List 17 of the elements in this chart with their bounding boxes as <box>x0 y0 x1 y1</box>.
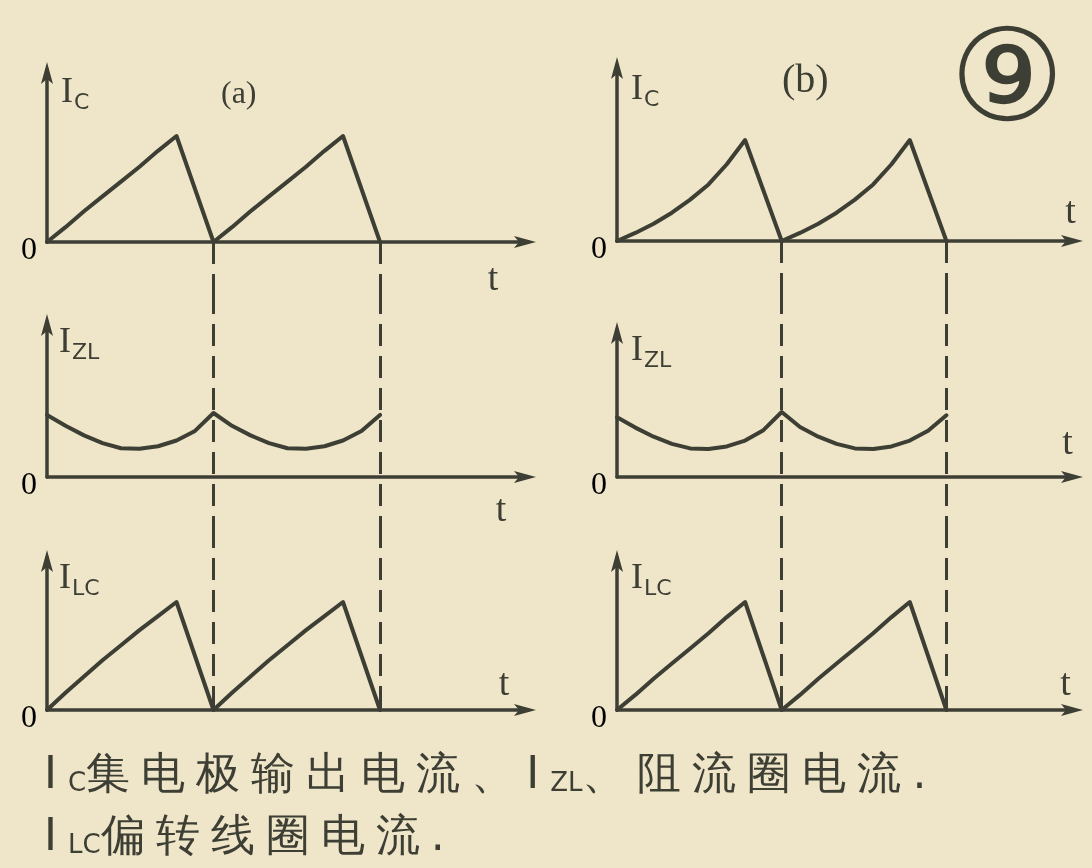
x-axis-title: t <box>495 487 507 529</box>
chart-title: (a) <box>221 74 257 110</box>
text: 0 <box>21 230 37 266</box>
text: 0 <box>21 698 37 734</box>
annotation: ⑨ <box>949 0 1065 150</box>
x-axis-title: t <box>1065 189 1077 231</box>
text: 0 <box>591 465 607 501</box>
chart-title: (b) <box>782 55 829 101</box>
text: I$_{LC}$偏转线圈电流. <box>44 809 456 860</box>
text: I$_{C}$集电极输出电流、I$_{ZL}$、阻流圈电流. <box>44 747 938 798</box>
x-axis-title: t <box>1060 661 1072 703</box>
text: 0 <box>591 698 607 734</box>
x-axis-title: t <box>487 256 499 298</box>
text: 0 <box>591 229 607 265</box>
text: 0 <box>21 465 37 501</box>
x-axis-title: t <box>1062 420 1074 462</box>
x-axis-title: t <box>498 661 510 703</box>
